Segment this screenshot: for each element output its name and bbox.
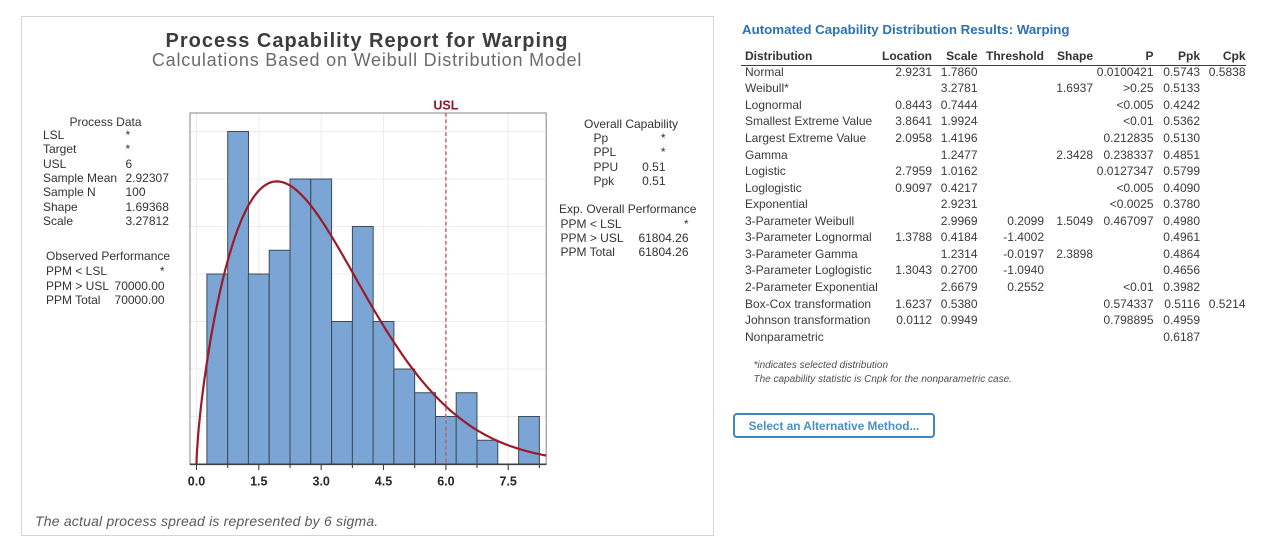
svg-text:USL: USL [433, 99, 458, 113]
svg-text:3.0: 3.0 [313, 475, 330, 489]
svg-text:1.5: 1.5 [250, 475, 267, 489]
svg-text:7.5: 7.5 [500, 475, 517, 489]
svg-text:0.0: 0.0 [188, 475, 205, 489]
svg-text:6.0: 6.0 [437, 475, 454, 489]
svg-text:4.5: 4.5 [375, 475, 392, 489]
